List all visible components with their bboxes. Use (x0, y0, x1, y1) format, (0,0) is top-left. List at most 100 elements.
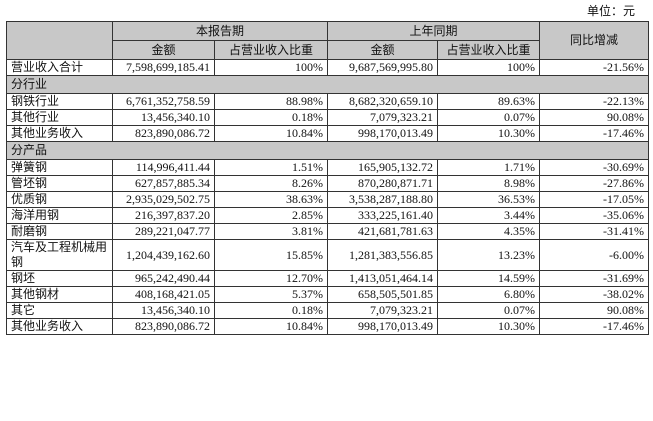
value-cell: 998,170,013.49 (327, 318, 439, 335)
value-cell: 408,168,421.05 (112, 286, 215, 303)
value-cell: 7,079,323.21 (327, 302, 439, 319)
data-row: 优质钢 2,935,029,502.75 38.63% 3,538,287,188.8… (6, 191, 650, 208)
value-cell: -38.02% (539, 286, 650, 303)
value-cell: 8.98% (437, 175, 541, 192)
value-cell: 89.63% (437, 93, 541, 110)
value-cell: -31.41% (539, 223, 650, 240)
value-cell: -35.06% (539, 207, 650, 224)
value-cell: 3,538,287,188.80 (327, 191, 439, 208)
row-label: 其他业务收入 (6, 125, 113, 142)
section-cell: 分产品 (5, 141, 650, 160)
value-cell: 10.84% (213, 125, 329, 142)
value-cell: 100% (437, 59, 541, 76)
data-row: 其他业务收入 823,890,086.72 10.84% 998,170,013.49… (6, 318, 650, 335)
value-cell: 100% (213, 59, 329, 76)
header-cell: 占营业收入比重 (213, 40, 329, 60)
value-cell: 2,935,029,502.75 (112, 191, 215, 208)
row-label: 优质钢 (6, 191, 113, 208)
value-cell: 6.80% (437, 286, 541, 303)
header-cell: 上年同期 (327, 21, 541, 41)
value-cell: -17.46% (539, 125, 650, 142)
data-row: 其它 13,456,340.10 0.18% 7,079,323.21 0.07% 90.… (6, 302, 650, 319)
row-label: 其他行业 (6, 109, 113, 126)
data-row: 汽车及工程机械用钢 1,204,439,162.60 15.85% 1,281,383… (6, 239, 650, 271)
value-cell: 13,456,340.10 (112, 302, 215, 319)
value-cell: 1,281,383,556.85 (327, 239, 439, 271)
value-cell: 0.18% (213, 302, 329, 319)
header-cell: 同比增减 (539, 21, 650, 60)
header-row: 本报告期 上年同期 同比增减 (6, 21, 650, 60)
data-row: 其他行业 13,456,340.10 0.18% 7,079,323.21 0.07% 9… (6, 109, 650, 126)
value-cell: 114,996,411.44 (112, 159, 215, 176)
value-cell: 823,890,086.72 (112, 318, 215, 335)
header-cell: 金额 (112, 40, 215, 60)
value-cell: 1,413,051,464.14 (327, 270, 439, 287)
value-cell: 1.51% (213, 159, 329, 176)
value-cell: 10.30% (437, 125, 541, 142)
row-label: 钢铁行业 (6, 93, 113, 110)
value-cell: -17.05% (539, 191, 650, 208)
value-cell: 13.23% (437, 239, 541, 271)
value-cell: 870,280,871.71 (327, 175, 439, 192)
value-cell: 0.07% (437, 302, 541, 319)
row-label: 弹簧钢 (6, 159, 113, 176)
value-cell: 3.44% (437, 207, 541, 224)
header-cell: 占营业收入比重 (437, 40, 541, 60)
data-row: 海洋用钢 216,397,837.20 2.85% 333,225,161.40 3.4… (6, 207, 650, 224)
value-cell: -22.13% (539, 93, 650, 110)
data-row: 其他业务收入 823,890,086.72 10.84% 998,170,013.49… (6, 125, 650, 142)
value-cell: 289,221,047.77 (112, 223, 215, 240)
row-label: 汽车及工程机械用钢 (6, 239, 113, 271)
value-cell: 3.81% (213, 223, 329, 240)
value-cell: -31.69% (539, 270, 650, 287)
value-cell: 90.08% (539, 109, 650, 126)
value-cell: 1.71% (437, 159, 541, 176)
value-cell: 627,857,885.34 (112, 175, 215, 192)
value-cell: -27.86% (539, 175, 650, 192)
value-cell: 658,505,501.85 (327, 286, 439, 303)
row-label: 其它 (6, 302, 113, 319)
value-cell: 216,397,837.20 (112, 207, 215, 224)
data-row: 其他钢材 408,168,421.05 5.37% 658,505,501.85 6.8… (6, 286, 650, 303)
value-cell: 15.85% (213, 239, 329, 271)
header-row: 金额 占营业收入比重 金额 占营业收入比重 (7, 40, 649, 60)
value-cell: 0.18% (213, 109, 329, 126)
value-cell: 965,242,490.44 (112, 270, 215, 287)
value-cell: 165,905,132.72 (327, 159, 439, 176)
value-cell: 8.26% (213, 175, 329, 192)
value-cell: 823,890,086.72 (112, 125, 215, 142)
value-cell: 38.63% (213, 191, 329, 208)
section-cell: 分行业 (5, 75, 650, 94)
data-row: 营业收入合计 7,598,699,185.41 100% 9,687,569,995.… (6, 59, 650, 76)
value-cell: 998,170,013.49 (327, 125, 439, 142)
row-label: 营业收入合计 (6, 59, 113, 76)
row-label: 耐磨钢 (6, 223, 113, 240)
row-label: 其他钢材 (6, 286, 113, 303)
value-cell: -30.69% (539, 159, 650, 176)
unit-label: 单位：元 (586, 4, 635, 18)
value-cell: 13,456,340.10 (112, 109, 215, 126)
row-label: 钢坯 (6, 270, 113, 287)
value-cell: 7,598,699,185.41 (112, 59, 215, 76)
row-label: 海洋用钢 (6, 207, 113, 224)
value-cell: -6.00% (539, 239, 650, 271)
header-cell: 本报告期 (111, 21, 329, 41)
value-cell: 36.53% (437, 191, 541, 208)
row-label: 其他业务收入 (6, 318, 113, 335)
value-cell: 14.59% (437, 270, 541, 287)
value-cell: 7,079,323.21 (327, 109, 439, 126)
value-cell: 10.84% (213, 318, 329, 335)
value-cell: 2.85% (213, 207, 329, 224)
value-cell: 1,204,439,162.60 (112, 239, 215, 271)
data-row: 钢铁行业 6,761,352,758.59 88.98% 8,682,320,659.… (6, 93, 650, 110)
value-cell: 9,687,569,995.80 (327, 59, 439, 76)
value-cell: 5.37% (213, 286, 329, 303)
data-row: 钢坯 965,242,490.44 12.70% 1,413,051,464.14 14… (6, 270, 650, 287)
value-cell: 90.08% (539, 302, 650, 319)
value-cell: 421,681,781.63 (327, 223, 439, 240)
data-row: 耐磨钢 289,221,047.77 3.81% 421,681,781.63 4.35… (6, 223, 650, 240)
value-cell: 88.98% (213, 93, 329, 110)
value-cell: -21.56% (539, 59, 650, 76)
value-cell: 0.07% (437, 109, 541, 126)
